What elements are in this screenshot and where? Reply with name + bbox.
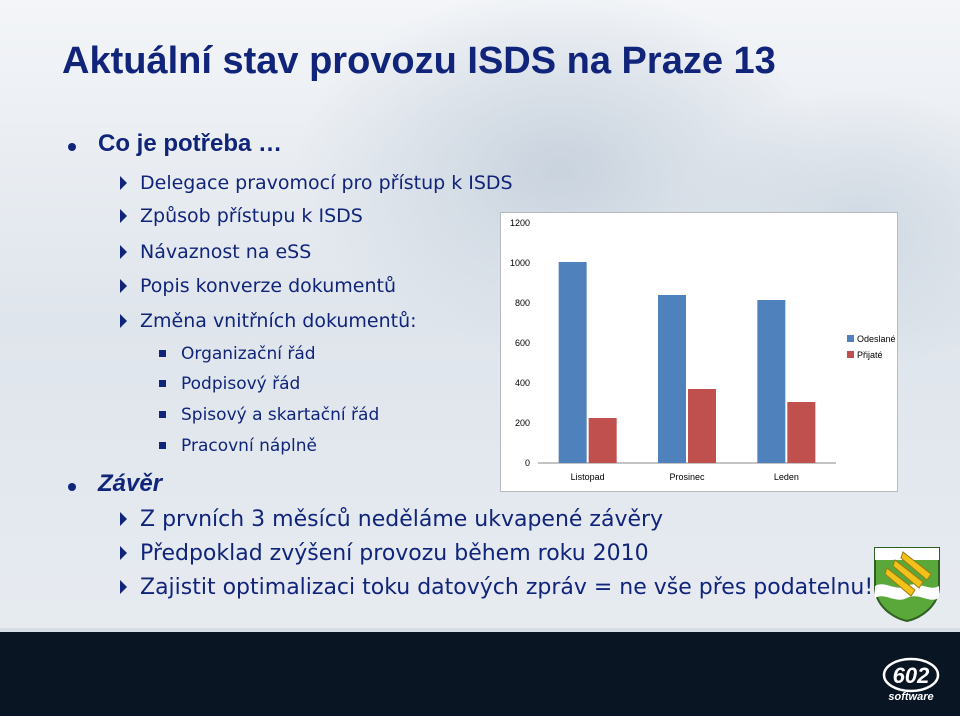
y-tick-label: 0: [525, 458, 530, 468]
bar-sent: [658, 295, 686, 463]
x-tick-label: Listopad: [571, 472, 605, 482]
bar-sent: [558, 262, 587, 463]
legend-label: Přijaté: [857, 350, 883, 360]
legend-swatch: [847, 335, 854, 342]
list-item: Delegace pravomocí pro přístup k ISDS: [120, 172, 513, 194]
section-heading-text: Co je potřeba …: [98, 130, 283, 157]
bar-sent: [757, 300, 786, 463]
sub-list-item: Pracovní náplně: [159, 436, 317, 456]
square-bullet-icon: [159, 380, 166, 387]
list-item: Popis konverze dokumentů: [120, 275, 396, 297]
logo-ring: [882, 657, 940, 693]
arrow-bullet-icon: [120, 314, 127, 328]
y-tick-label: 600: [515, 338, 530, 348]
section-heading-needs: Co je potřeba …: [68, 130, 283, 158]
footer-bar: [0, 632, 960, 716]
list-item: Návaznost na eSS: [120, 241, 311, 263]
municipal-crest-icon: [874, 547, 940, 622]
software-logo: 602 software: [882, 657, 940, 703]
slide-title: Aktuální stav provozu ISDS na Praze 13: [62, 40, 776, 82]
y-tick-label: 800: [515, 298, 530, 308]
sub-list-item: Spisový a skartační řád: [159, 405, 379, 425]
footer-stripe: [0, 628, 960, 632]
arrow-bullet-icon: [120, 580, 127, 594]
legend-label: Odeslané: [857, 334, 896, 344]
sub-list-item: Organizační řád: [159, 344, 316, 364]
list-item: Způsob přístupu k ISDS: [120, 205, 363, 227]
bar-chart-svg: 0 200 400 600 800 1000 1200 Listopad Prosinec Led…: [510, 218, 896, 482]
bullet-dot-icon: [68, 483, 76, 491]
legend-swatch: [847, 351, 854, 358]
x-tick-label: Prosinec: [669, 472, 705, 482]
bar-received: [688, 389, 716, 463]
list-item: Zajistit optimalizaci toku datových zprá…: [120, 575, 873, 600]
list-item: Změna vnitřních dokumentů:: [120, 310, 417, 332]
list-item: Předpoklad zvýšení provozu během roku 20…: [120, 541, 649, 566]
y-tick-label: 1000: [510, 258, 530, 268]
square-bullet-icon: [159, 411, 166, 418]
list-item: Z prvních 3 měsíců neděláme ukvapené záv…: [120, 507, 663, 532]
y-tick-label: 1200: [510, 218, 530, 228]
y-tick-label: 200: [515, 418, 530, 428]
section-heading-conclusion: Závěr: [68, 470, 163, 498]
bar-received: [588, 418, 617, 463]
square-bullet-icon: [159, 350, 166, 357]
square-bullet-icon: [159, 442, 166, 449]
logo-word: software: [888, 691, 933, 703]
arrow-bullet-icon: [120, 176, 127, 190]
x-tick-label: Leden: [774, 472, 799, 482]
bar-chart: 0 200 400 600 800 1000 1200 Listopad Prosinec Led…: [500, 212, 898, 492]
section-heading-text: Závěr: [98, 470, 163, 497]
arrow-bullet-icon: [120, 209, 127, 223]
arrow-bullet-icon: [120, 279, 127, 293]
y-tick-label: 400: [515, 378, 530, 388]
arrow-bullet-icon: [120, 512, 127, 526]
sub-list-item: Podpisový řád: [159, 374, 300, 394]
bar-received: [787, 402, 816, 463]
bullet-dot-icon: [68, 143, 76, 151]
arrow-bullet-icon: [120, 245, 127, 259]
arrow-bullet-icon: [120, 546, 127, 560]
logo-number: 602: [893, 663, 930, 688]
